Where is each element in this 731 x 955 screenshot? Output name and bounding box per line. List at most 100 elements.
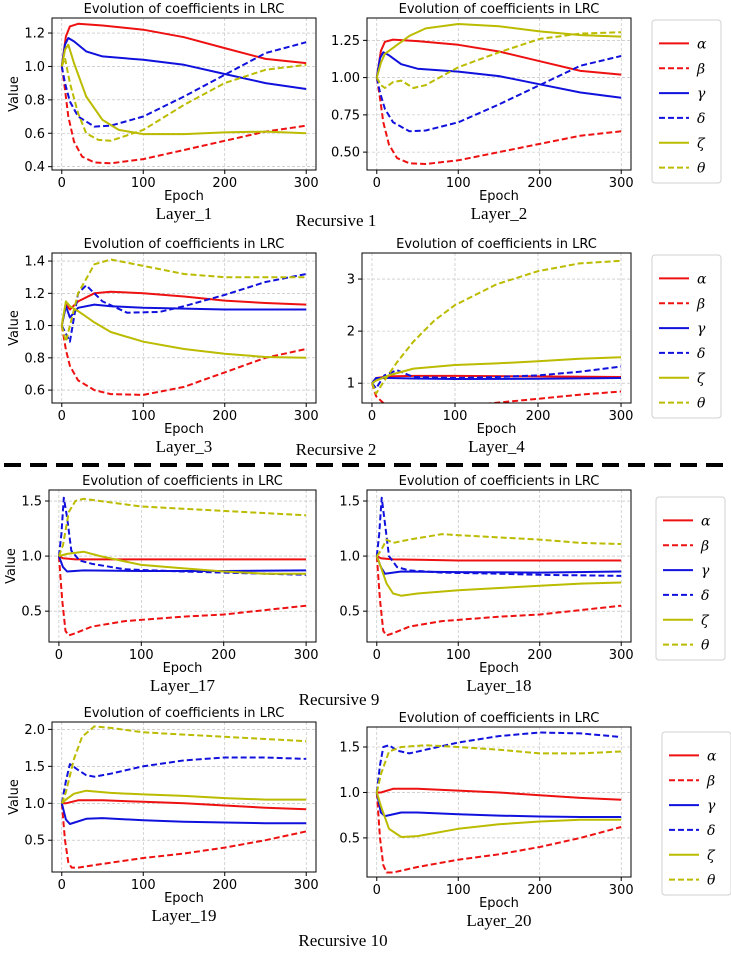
y-axis-label: Value xyxy=(7,76,22,112)
plot-frame xyxy=(51,721,317,873)
series-line-β xyxy=(375,556,622,637)
series-group xyxy=(375,23,622,165)
x-axis-label: Epoch xyxy=(479,189,519,204)
chart-p20: 0 100 200 300 0.5 1.0 1.5 Evolution of coeffici… xyxy=(339,711,633,930)
chart-p19: 0 100 200 300 0.5 1.0 1.5 2.0 Evolution of coeff… xyxy=(7,706,319,925)
chart-p2: 0 100 200 300 0.50 0.75 1.00 1.25 Evolution of c… xyxy=(331,2,634,223)
plot-frame xyxy=(51,252,317,404)
legend-label: θ xyxy=(697,396,706,412)
y-tick-label: 2 xyxy=(347,325,355,340)
series-line-δ xyxy=(371,365,622,390)
plot-area xyxy=(367,490,631,642)
section-caption-recursive-1: Recursive 1 xyxy=(296,211,377,230)
chart-title: Evolution of coefficients in LRC xyxy=(84,2,285,17)
x-axis-label: Epoch xyxy=(164,422,204,437)
series-line-β xyxy=(60,325,307,396)
series-line-ζ xyxy=(371,356,622,385)
layer-caption: Layer_19 xyxy=(151,906,216,925)
series-line-ζ xyxy=(375,23,622,78)
series-line-δ xyxy=(60,756,307,804)
plot-frame xyxy=(366,726,632,878)
chart-title: Evolution of coefficients in LRC xyxy=(399,2,600,17)
chart-p3: 0 100 200 300 0.6 0.8 1.0 1.2 1.4 Evolution of co… xyxy=(7,237,319,456)
series-line-ζ xyxy=(60,300,307,359)
x-tick-label: 300 xyxy=(609,648,634,663)
legend-label: β xyxy=(706,773,715,789)
chart-title: Evolution of coefficients in LRC xyxy=(396,237,597,252)
legend-label: β xyxy=(696,61,705,77)
series-line-θ xyxy=(375,744,622,793)
layer-caption: Layer_3 xyxy=(156,437,213,456)
x-tick-label: 100 xyxy=(129,648,154,663)
chart-title: Evolution of coefficients in LRC xyxy=(399,711,600,726)
x-axis-label: Epoch xyxy=(164,891,204,906)
y-tick-label: 1.0 xyxy=(24,797,45,812)
x-axis-label: Epoch xyxy=(477,422,517,437)
x-tick-label: 100 xyxy=(131,176,156,191)
y-tick-label: 1.00 xyxy=(331,71,360,86)
x-tick-label: 200 xyxy=(526,409,551,424)
y-tick-label: 1.5 xyxy=(339,495,360,510)
y-tick-label: 1.2 xyxy=(24,287,45,302)
y-tick-label: 0.8 xyxy=(24,351,45,366)
x-tick-label: 200 xyxy=(212,409,237,424)
x-tick-label: 200 xyxy=(212,176,237,191)
legend-box xyxy=(655,496,726,661)
y-tick-label: 0.5 xyxy=(339,605,360,620)
series-line-α xyxy=(58,555,307,561)
section-caption-recursive-9: Recursive 9 xyxy=(299,690,380,709)
series-group xyxy=(60,725,307,869)
legend-box xyxy=(651,254,722,419)
x-tick-label: 200 xyxy=(527,883,552,898)
series-line-δ xyxy=(375,55,622,133)
y-tick-label: 1.25 xyxy=(331,34,360,49)
series-group xyxy=(375,496,622,637)
x-tick-label: 0 xyxy=(58,176,66,191)
chart-p4: 0 100 200 300 1 2 3 Evolution of coefficients i… xyxy=(347,237,634,456)
x-tick-label: 300 xyxy=(609,883,634,898)
series-line-β xyxy=(375,77,622,165)
legend-label: γ xyxy=(701,563,710,579)
plot-frame xyxy=(361,252,632,404)
x-tick-label: 200 xyxy=(527,176,552,191)
legend-label: ζ xyxy=(701,613,710,629)
series-line-α xyxy=(376,787,622,801)
y-axis-label: Value xyxy=(4,548,19,584)
chart-title: Evolution of coefficients in LRC xyxy=(84,706,285,721)
plot-area xyxy=(52,253,316,403)
layer-caption: Layer_17 xyxy=(150,676,216,695)
series-line-α xyxy=(60,290,307,326)
section-caption-recursive-2: Recursive 2 xyxy=(296,440,377,459)
series-line-δ xyxy=(375,731,622,793)
y-tick-label: 0.6 xyxy=(24,384,45,399)
y-tick-label: 1.0 xyxy=(24,319,45,334)
series-line-ζ xyxy=(61,789,307,805)
y-tick-label: 1.0 xyxy=(339,786,360,801)
y-tick-label: 1.5 xyxy=(339,741,360,756)
chart-title: Evolution of coefficients in LRC xyxy=(399,474,600,489)
y-tick-label: 1 xyxy=(347,377,355,392)
series-line-θ xyxy=(375,31,622,89)
plot-frame xyxy=(366,489,632,643)
legend-label: ζ xyxy=(697,371,706,387)
y-tick-label: 1.4 xyxy=(24,255,45,270)
x-tick-label: 0 xyxy=(58,878,66,893)
series-line-γ xyxy=(60,37,307,90)
series-line-ζ xyxy=(60,43,307,136)
legend-label: δ xyxy=(707,823,715,839)
series-line-δ xyxy=(375,496,622,577)
x-tick-label: 200 xyxy=(527,648,552,663)
x-tick-label: 300 xyxy=(294,878,319,893)
series-line-θ xyxy=(60,258,307,343)
x-tick-label: 300 xyxy=(294,648,319,663)
chart-title: Evolution of coefficients in LRC xyxy=(84,237,285,252)
layer-caption: Layer_1 xyxy=(156,204,213,223)
legend-label: γ xyxy=(697,86,706,102)
legend-label: δ xyxy=(697,346,705,362)
series-group xyxy=(57,496,307,637)
series-line-α xyxy=(61,799,307,811)
series-line-α xyxy=(375,38,622,78)
legend-label: δ xyxy=(701,588,709,604)
